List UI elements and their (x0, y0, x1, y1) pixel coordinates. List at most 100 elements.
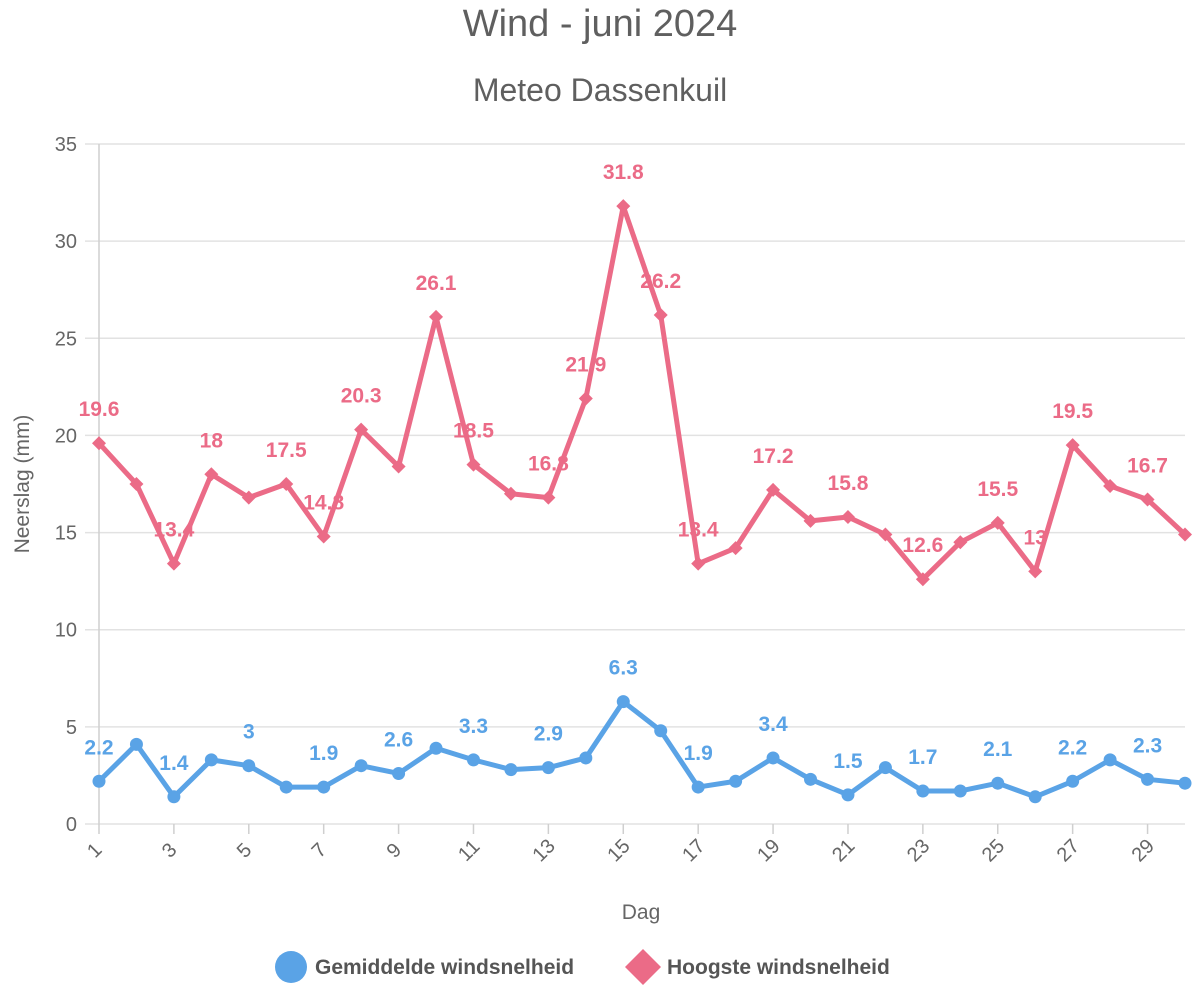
data-point[interactable] (317, 780, 331, 794)
data-label: 13.4 (678, 519, 719, 542)
legend-label-hoogste: Hoogste windsnelheid (667, 956, 890, 979)
data-point[interactable] (429, 309, 444, 324)
data-point[interactable] (92, 774, 106, 788)
data-point[interactable] (466, 753, 480, 767)
data-label: 17.2 (753, 445, 794, 468)
x-tick-label: 5 (233, 839, 256, 862)
data-point[interactable] (429, 741, 443, 755)
data-point[interactable] (916, 784, 930, 798)
data-point[interactable] (279, 780, 293, 794)
data-point[interactable] (392, 766, 406, 780)
data-point[interactable] (92, 436, 106, 451)
data-point[interactable] (729, 774, 743, 788)
data-point[interactable] (579, 751, 593, 765)
x-tick-label: 17 (678, 835, 709, 866)
x-tick-label: 25 (978, 835, 1009, 866)
data-label: 16.8 (528, 453, 569, 476)
y-tick-label: 5 (66, 717, 77, 739)
data-label: 2.2 (1058, 736, 1087, 759)
data-point[interactable] (1028, 564, 1043, 579)
data-point[interactable] (503, 486, 518, 501)
data-point[interactable] (803, 513, 818, 528)
data-point[interactable] (316, 529, 331, 544)
data-point[interactable] (204, 753, 218, 767)
data-label: 16.7 (1127, 455, 1168, 478)
data-point[interactable] (1178, 776, 1192, 790)
data-point[interactable] (578, 391, 593, 406)
data-point[interactable] (915, 572, 930, 587)
data-label: 2.2 (84, 736, 113, 759)
data-label: 3.3 (459, 715, 488, 738)
data-point[interactable] (616, 695, 630, 709)
data-point[interactable] (1103, 753, 1117, 767)
data-point[interactable] (766, 751, 780, 765)
data-point[interactable] (466, 457, 481, 472)
y-axis-label: Neerslag (mm) (11, 415, 34, 554)
data-point[interactable] (990, 515, 1005, 530)
data-point[interactable] (354, 759, 368, 773)
data-point[interactable] (279, 477, 294, 491)
y-tick-label: 25 (55, 328, 77, 350)
data-point[interactable] (728, 541, 743, 556)
data-point[interactable] (878, 761, 892, 775)
data-point[interactable] (241, 490, 256, 505)
legend-item-gemiddelde[interactable]: Gemiddelde windsnelheid (275, 951, 574, 983)
data-point[interactable] (541, 761, 555, 775)
data-point[interactable] (1178, 527, 1192, 542)
data-point[interactable] (653, 307, 668, 322)
x-axis-label: Dag (622, 901, 661, 924)
data-point[interactable] (1065, 438, 1080, 453)
x-tick-label: 11 (454, 836, 484, 866)
data-point[interactable] (691, 556, 706, 571)
data-label: 1.9 (309, 742, 338, 765)
grid (85, 143, 1185, 825)
data-label: 21.9 (565, 354, 606, 377)
legend-item-hoogste[interactable]: Hoogste windsnelheid (625, 949, 890, 985)
x-tick-label: 29 (1128, 835, 1159, 866)
data-point[interactable] (691, 780, 705, 794)
data-point[interactable] (166, 556, 181, 571)
data-label: 2.3 (1133, 734, 1162, 757)
data-label: 2.6 (384, 728, 413, 751)
series-line-1 (96, 203, 1188, 582)
data-point[interactable] (1103, 478, 1118, 493)
data-point[interactable] (391, 459, 406, 474)
data-point[interactable] (766, 482, 781, 497)
data-point[interactable] (878, 527, 893, 542)
data-point[interactable] (840, 510, 855, 525)
data-point[interactable] (129, 477, 144, 491)
data-point[interactable] (1141, 772, 1155, 786)
data-point[interactable] (129, 737, 143, 751)
data-point[interactable] (991, 776, 1005, 790)
chart-title: Wind - juni 2024 (463, 3, 738, 45)
data-point[interactable] (953, 784, 967, 798)
data-point[interactable] (1066, 774, 1080, 788)
data-point[interactable] (1028, 790, 1042, 804)
data-point[interactable] (541, 490, 556, 505)
y-tick-label: 10 (55, 620, 77, 642)
data-point[interactable] (654, 724, 668, 738)
data-point[interactable] (804, 772, 818, 786)
data-point[interactable] (354, 422, 369, 437)
data-point[interactable] (616, 199, 631, 214)
data-label: 15.8 (828, 472, 869, 495)
data-point[interactable] (953, 535, 968, 550)
data-point[interactable] (1140, 492, 1155, 507)
legend-circle-marker (275, 951, 307, 983)
data-point[interactable] (167, 790, 181, 804)
y-tick-label: 0 (66, 814, 77, 836)
data-label: 17.5 (266, 439, 307, 462)
data-label: 3 (243, 721, 255, 744)
data-point[interactable] (841, 788, 855, 802)
data-label: 3.4 (758, 713, 788, 736)
x-tick-label: 9 (383, 839, 406, 862)
x-tick-label: 3 (158, 839, 181, 862)
data-point[interactable] (204, 467, 219, 482)
data-point[interactable] (242, 759, 256, 773)
data-label: 19.5 (1052, 400, 1093, 423)
x-tick-label: 15 (603, 835, 634, 866)
data-label: 15.5 (977, 478, 1018, 501)
data-point[interactable] (504, 763, 518, 777)
chart-subtitle: Meteo Dassenkuil (473, 72, 727, 108)
